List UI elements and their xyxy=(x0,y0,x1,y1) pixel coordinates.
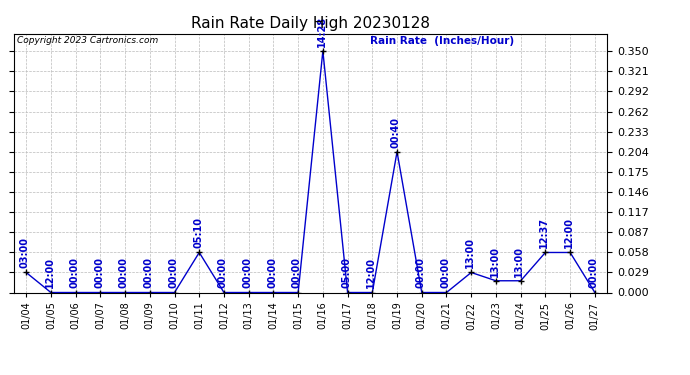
Text: 05:00: 05:00 xyxy=(342,257,351,288)
Text: 00:00: 00:00 xyxy=(440,257,451,288)
Text: 00:00: 00:00 xyxy=(168,257,178,288)
Text: 00:00: 00:00 xyxy=(242,257,253,288)
Text: 00:00: 00:00 xyxy=(144,257,154,288)
Text: Rain Rate  (Inches/Hour): Rain Rate (Inches/Hour) xyxy=(370,36,514,46)
Text: 00:00: 00:00 xyxy=(218,257,228,288)
Text: 13:00: 13:00 xyxy=(515,246,524,277)
Text: 14:28: 14:28 xyxy=(317,16,326,47)
Text: Copyright 2023 Cartronics.com: Copyright 2023 Cartronics.com xyxy=(17,36,158,45)
Text: 03:00: 03:00 xyxy=(20,237,30,268)
Text: 00:00: 00:00 xyxy=(292,257,302,288)
Text: 00:00: 00:00 xyxy=(119,257,129,288)
Text: 12:00: 12:00 xyxy=(45,257,55,288)
Text: 13:00: 13:00 xyxy=(490,246,500,277)
Text: 05:10: 05:10 xyxy=(193,217,203,248)
Text: 00:00: 00:00 xyxy=(589,257,599,288)
Title: Rain Rate Daily High 20230128: Rain Rate Daily High 20230128 xyxy=(191,16,430,31)
Text: 12:00: 12:00 xyxy=(564,217,574,248)
Text: 12:37: 12:37 xyxy=(539,217,549,248)
Text: 00:00: 00:00 xyxy=(70,257,79,288)
Text: 00:00: 00:00 xyxy=(94,257,104,288)
Text: 13:00: 13:00 xyxy=(465,237,475,268)
Text: 00:00: 00:00 xyxy=(415,257,426,288)
Text: 00:00: 00:00 xyxy=(267,257,277,288)
Text: 12:00: 12:00 xyxy=(366,257,376,288)
Text: 00:40: 00:40 xyxy=(391,117,401,148)
